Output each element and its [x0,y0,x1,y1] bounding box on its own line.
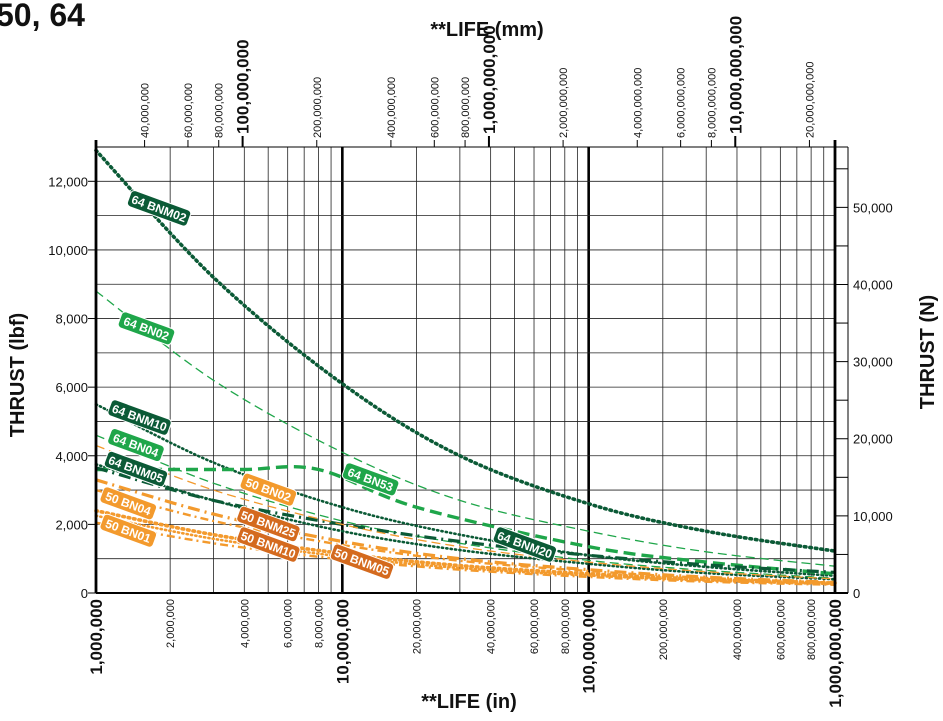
series-label-background [103,450,169,488]
bottom-tick-label: 60,000,000 [529,599,541,654]
left-axis-title: THRUST (lbf) [7,313,29,437]
left-tick-label: 10,000 [48,243,88,258]
grid [96,136,835,593]
series-line-50-bn02 [95,444,836,580]
bottom-tick-label: 40,000,000 [486,599,498,654]
bottom-tick-label: 200,000,000 [658,599,670,660]
series-label-background [492,526,558,563]
right-tick-label: 10,000 [853,509,893,524]
left-tick-label: 4,000 [55,449,88,464]
series-label-background [107,428,165,463]
bottom-tick-label: 10,000,000 [333,599,352,684]
top-tick-label: 60,000,000 [183,83,195,138]
series-label-background [341,462,400,497]
series-line-50-bn04 [95,478,836,584]
series-label-background [117,311,176,346]
bottom-tick-label: 800,000,000 [806,599,818,660]
right-tick-label: 50,000 [853,200,893,215]
top-tick-label: 2,000,000,000 [558,68,570,138]
top-tick-label: 40,000,000 [140,83,152,138]
top-tick-label: 600,000,000 [429,77,441,138]
right-tick-label: 30,000 [853,355,893,370]
series-line-64-bnm10 [94,403,837,578]
left-tick-label: 2,000 [55,517,88,532]
left-tick-label: 0 [81,586,88,601]
series-line-64-bn53 [96,465,836,576]
series-label-background [99,513,158,548]
series-line-64-bnm05 [94,463,837,581]
right-axis-title: THRUST (N) [917,295,939,409]
series-group [94,148,837,586]
series-label-background [99,486,158,521]
top-tick-label: 800,000,000 [460,77,472,138]
chart-title: 50, 64 [0,0,85,33]
series-line-64-bnm02 [94,148,837,553]
bottom-tick-label: 1,000,000 [87,599,106,675]
bottom-tick-label: 400,000,000 [732,599,744,660]
series-label-background [107,399,172,436]
bottom-tick-label: 8,000,000 [313,599,325,648]
series-label-background [239,472,298,507]
bottom-tick-label: 20,000,000 [411,599,423,654]
right-tick-label: 0 [853,586,860,601]
top-tick-label: 80,000,000 [214,83,226,138]
tick-labels: 0 2,000 4,000 6,000 8,000 10,000 12,000 0 10,000… [48,16,893,708]
top-tick-label: 4,000,000,000 [632,68,644,138]
series-line-64-bn02 [95,290,836,567]
bottom-tick-label: 4,000,000 [239,599,251,648]
top-tick-label: 400,000,000 [386,77,398,138]
top-tick-label: 1,000,000,000 [480,25,499,134]
top-tick-label: 6,000,000,000 [676,68,688,138]
axes-frame [94,140,849,594]
top-tick-label: 20,000,000,000 [804,62,816,138]
bottom-tick-label: 80,000,000 [560,599,572,654]
bottom-tick-label: 100,000,000 [580,599,599,694]
series-line-64-bn04 [95,434,836,579]
left-tick-label: 6,000 [55,380,88,395]
series-line-50-bnm05 [95,521,836,586]
series-label-background [329,543,395,580]
series-label-background [126,190,192,227]
series-line-64-bnm20 [95,466,836,574]
series-label-background [236,526,301,563]
top-tick-label: 10,000,000,000 [726,16,745,134]
bottom-tick-label: 1,000,000,000 [826,599,845,708]
bottom-tick-label: 6,000,000 [283,599,295,648]
bottom-tick-label: 2,000,000 [165,599,177,648]
series-line-50-bn01 [94,508,837,585]
top-tick-label: 200,000,000 [312,77,324,138]
bottom-axis-title: **LIFE (in) [421,691,517,713]
left-tick-label: 8,000 [55,312,88,327]
left-tick-label: 12,000 [48,174,88,189]
top-tick-label: 100,000,000 [234,39,253,134]
series-label-background [236,505,301,543]
bottom-tick-label: 600,000,000 [775,599,787,660]
top-tick-label: 8,000,000,000 [706,68,718,138]
right-tick-label: 40,000 [853,277,893,292]
series-label: 64 BN02 [117,311,176,346]
right-tick-label: 20,000 [853,432,893,447]
top-axis-title: **LIFE (mm) [430,19,543,41]
